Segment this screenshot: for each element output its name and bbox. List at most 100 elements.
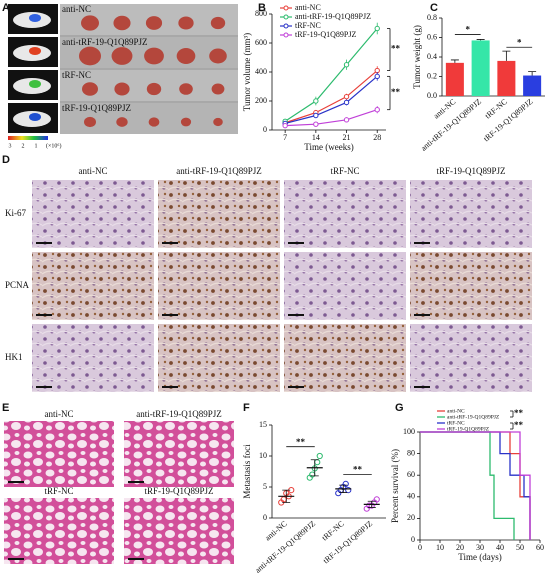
x-tick-label: 28	[373, 133, 381, 142]
luminescence-signal	[29, 80, 41, 88]
legend-label: tRF-NC	[295, 21, 321, 30]
tumor	[179, 83, 193, 95]
x-tick-label: 0	[418, 543, 422, 552]
y-axis-label: Tumor volume (mm³)	[242, 33, 252, 111]
row-label: HK1	[5, 352, 23, 362]
y-tick-label: 100	[403, 427, 415, 436]
y-tick-label: 5	[263, 482, 267, 491]
legend-label: anti-tRF-19-Q1Q89PJZ	[447, 414, 500, 420]
y-tick-label: 0	[263, 513, 267, 522]
legend-marker	[283, 23, 289, 29]
ihc-image	[284, 252, 406, 320]
y-tick-label: 0	[263, 125, 267, 134]
legend-label: anti-NC	[447, 408, 465, 414]
luminescence-signal	[29, 14, 41, 22]
marker	[313, 98, 319, 104]
group-label: anti-tRF-19-Q1Q89PJZ	[136, 409, 222, 419]
scale-bar	[36, 314, 52, 316]
bar	[471, 40, 490, 96]
tumor	[81, 15, 99, 31]
scale-bar	[288, 242, 304, 244]
marker	[343, 62, 350, 68]
group-label: tRF-NC	[62, 70, 91, 80]
sd-bar	[367, 500, 376, 508]
legend-label: tRF-19-Q1Q89PJZ	[295, 30, 356, 39]
legend-label: anti-NC	[295, 3, 321, 12]
ihc-image	[158, 324, 280, 392]
significance-mark: *	[466, 25, 471, 35]
ihc-image	[284, 180, 406, 248]
significance-mark: *	[517, 37, 522, 47]
tumor	[113, 15, 131, 31]
tumor	[178, 16, 194, 30]
y-tick-label: 0.0	[427, 91, 437, 100]
panel-label: E	[2, 402, 9, 414]
ihc-image	[32, 324, 154, 392]
ihc-image	[158, 252, 280, 320]
sd-bar	[310, 459, 319, 477]
y-tick-label: 0.4	[427, 52, 437, 61]
colorbar-tick: 3	[9, 143, 12, 149]
significance-mark: **	[391, 44, 401, 54]
lung-image	[4, 421, 114, 487]
y-tick-label: 400	[255, 67, 267, 76]
x-tick-label: 7	[283, 133, 287, 142]
y-tick-label: 0.6	[427, 32, 437, 41]
group-label: tRF-NC	[44, 486, 73, 496]
marker	[282, 122, 288, 129]
series-line	[284, 28, 378, 122]
panel-label: A	[2, 2, 10, 14]
ihc-image	[284, 324, 406, 392]
legend-label: anti-tRF-19-Q1Q89PJZ	[295, 12, 371, 21]
scale-bar	[128, 558, 144, 560]
row-label: PCNA	[5, 280, 30, 290]
tumor	[180, 117, 192, 127]
significance-mark: **	[296, 437, 306, 447]
column-header: anti-tRF-19-Q1Q89PJZ	[176, 166, 262, 176]
x-tick-label: 14	[312, 133, 320, 142]
tumor	[114, 82, 130, 96]
group-label: anti-tRF-19-Q1Q89PJZ	[62, 37, 148, 47]
tumor	[176, 48, 196, 64]
luminescence-signal	[29, 47, 41, 55]
point	[314, 459, 321, 466]
ihc-image	[410, 324, 532, 392]
scale-bar	[162, 386, 178, 388]
marker	[343, 93, 350, 100]
marker	[374, 25, 380, 32]
scale-bar	[414, 314, 430, 316]
column-header: tRF-NC	[330, 166, 359, 176]
tumor	[82, 82, 98, 96]
scale-bar	[414, 242, 430, 244]
bar	[523, 75, 542, 96]
colorbar-tick: 1	[35, 143, 38, 149]
y-tick-label: 80	[407, 448, 415, 457]
tumor	[210, 16, 226, 30]
x-axis-label: Time (weeks)	[304, 142, 353, 152]
x-tick-label: tRF-NC	[320, 519, 346, 542]
panel-label: D	[2, 154, 10, 166]
tumor	[209, 48, 227, 64]
tumor	[144, 47, 164, 65]
legend-marker	[283, 32, 289, 38]
row-label: Ki-67	[5, 208, 26, 218]
ihc-image	[32, 180, 154, 248]
scale-bar	[8, 558, 24, 560]
point	[373, 496, 380, 503]
marker	[343, 117, 350, 123]
legend-label: tRF-19-Q1Q89PJZ	[447, 426, 490, 432]
scale-bar	[288, 386, 304, 388]
y-tick-label: 800	[255, 9, 267, 18]
series-line	[285, 75, 378, 125]
x-tick-label: 50	[516, 543, 524, 552]
y-tick-label: 600	[255, 38, 267, 47]
significance-mark: **	[391, 87, 401, 97]
tumor	[213, 117, 223, 127]
panel-label: G	[395, 402, 404, 414]
colorbar-tick: 2	[22, 143, 25, 149]
group-label: anti-NC	[45, 409, 74, 419]
survival-curve	[420, 431, 531, 540]
survival-curve	[420, 431, 531, 540]
y-axis-label: Tumor weight (g)	[412, 25, 422, 89]
x-tick-label: 40	[496, 543, 504, 552]
